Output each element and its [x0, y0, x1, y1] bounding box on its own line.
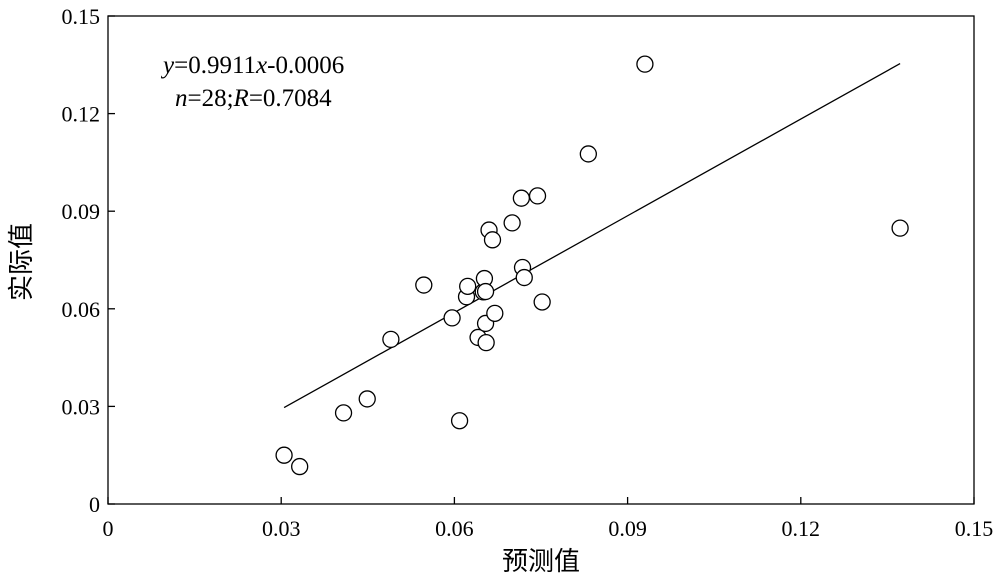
data-point	[275, 446, 293, 464]
data-point	[579, 145, 597, 163]
data-point	[358, 390, 376, 408]
regression-stats: n=28;R=0.7084	[175, 85, 332, 112]
data-point	[483, 231, 502, 249]
y-tick-label: 0.03	[62, 394, 101, 419]
data-point	[636, 55, 654, 73]
x-axis-title: 预测值	[502, 547, 580, 577]
y-axis-title: 实际值	[7, 223, 37, 301]
data-point	[477, 333, 495, 352]
eq-x-var: x	[255, 52, 267, 79]
y-tick-label: 0.12	[62, 102, 101, 127]
stat-r-val: =0.7084	[249, 85, 332, 112]
x-tick-label: 0.15	[955, 516, 994, 541]
regression-equation: y=0.9911x-0.0006	[160, 52, 344, 79]
x-tick-label: 0.09	[608, 516, 647, 541]
data-point	[503, 214, 521, 232]
x-tick-label: 0	[103, 516, 114, 541]
y-tick-label: 0.15	[62, 4, 101, 29]
data-point	[459, 277, 477, 296]
data-point	[515, 268, 533, 287]
data-point	[415, 276, 433, 294]
stat-n-val: =28;	[188, 85, 234, 112]
y-tick-label: 0.09	[62, 199, 101, 224]
data-point	[334, 404, 353, 422]
stat-n-var: n	[175, 85, 188, 112]
axis-tick-labels: 0 0.03 0.06 0.09 0.12 0.15 0 0.03 0.06 0.09 0.12 0.…	[62, 4, 994, 541]
stat-r-var: R	[233, 85, 249, 112]
eq-coef: =0.9911	[174, 52, 256, 79]
data-point	[528, 187, 547, 205]
data-point	[291, 457, 309, 476]
data-point	[891, 219, 909, 237]
plot-frame	[107, 15, 975, 505]
y-tick-label: 0	[89, 492, 100, 517]
data-point	[476, 282, 495, 301]
data-point	[512, 189, 531, 207]
eq-y-var: y	[160, 52, 175, 79]
regression-line	[283, 62, 901, 409]
data-point	[382, 330, 400, 349]
y-tick-label: 0.06	[62, 297, 101, 322]
x-tick-label: 0.03	[262, 516, 301, 541]
x-tick-label: 0.06	[435, 516, 474, 541]
data-point	[443, 309, 461, 327]
axis-ticks	[107, 15, 975, 505]
data-point	[486, 304, 504, 323]
data-points	[275, 55, 909, 476]
data-point	[450, 412, 469, 430]
data-point	[533, 293, 551, 311]
x-tick-label: 0.12	[782, 516, 821, 541]
eq-intercept: -0.0006	[267, 52, 344, 79]
